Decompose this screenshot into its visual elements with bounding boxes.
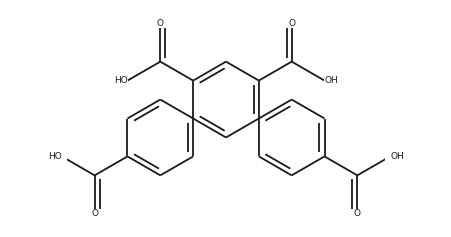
Text: O: O — [156, 19, 163, 28]
Text: HO: HO — [48, 152, 62, 161]
Text: O: O — [288, 19, 295, 28]
Text: O: O — [353, 209, 360, 218]
Text: OH: OH — [389, 152, 403, 161]
Text: O: O — [91, 209, 98, 218]
Text: HO: HO — [114, 76, 127, 85]
Text: OH: OH — [324, 76, 337, 85]
